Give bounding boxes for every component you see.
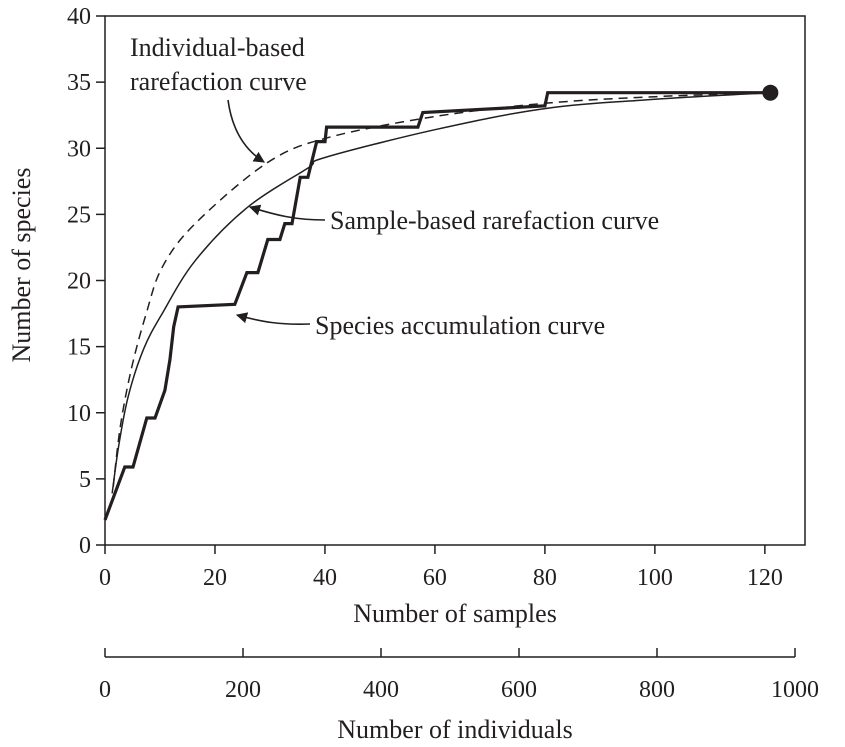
annotation-accumulation: Species accumulation curve [315,311,605,340]
annotation-arrow-accumulation [235,312,311,325]
y-tick-label: 5 [79,467,91,493]
secondary-x-tick-label: 800 [639,677,675,703]
y-axis-label: Number of species [7,168,36,363]
x-tick-label: 20 [203,565,227,591]
y-tick-label: 30 [67,136,91,162]
annotation-individual-line2: rarefaction curve [130,67,307,96]
sample-based-rarefaction-curveline [111,91,771,494]
y-tick-label: 25 [67,202,91,228]
species-accumulation-curveline [103,91,771,521]
y-tick-label: 40 [67,4,91,30]
annotation-sample: Sample-based rarefaction curve [330,206,659,235]
secondary-x-tick-label: 0 [99,677,111,703]
x-tick-label: 80 [533,565,557,591]
series-group [103,84,779,521]
y-tick-label: 15 [67,335,91,361]
secondary-x-axis: 0 200 400 600 800 1000 [99,648,819,703]
secondary-x-tick-label: 200 [225,677,261,703]
x-tick-label: 0 [99,565,111,591]
x-tick-label: 60 [423,565,447,591]
y-tick-label: 20 [67,269,91,295]
secondary-x-tick-label: 600 [501,677,537,703]
y-tick-label: 35 [67,70,91,96]
x-tick-label: 40 [313,565,337,591]
secondary-x-tick-label: 400 [363,677,399,703]
x-tick-label: 120 [747,565,783,591]
y-axis: 0 5 10 15 20 25 30 35 40 [67,4,105,559]
y-tick-label: 10 [67,401,91,427]
secondary-x-tick-label: 1000 [771,677,819,703]
x-tick-label: 100 [637,565,673,591]
x-axis-label: Number of samples [353,599,557,628]
individual-based-rarefaction-curveline [112,91,771,487]
annotation-arrow-sample [248,204,326,221]
x-axis: 0 20 40 60 80 100 120 [99,545,783,591]
secondary-x-axis-label: Number of individuals [337,715,572,744]
y-tick-label: 0 [79,533,91,559]
annotation-arrow-individual [227,99,265,163]
annotation-individual-line1: Individual-based [130,33,305,62]
endpoint-marker [762,84,779,101]
